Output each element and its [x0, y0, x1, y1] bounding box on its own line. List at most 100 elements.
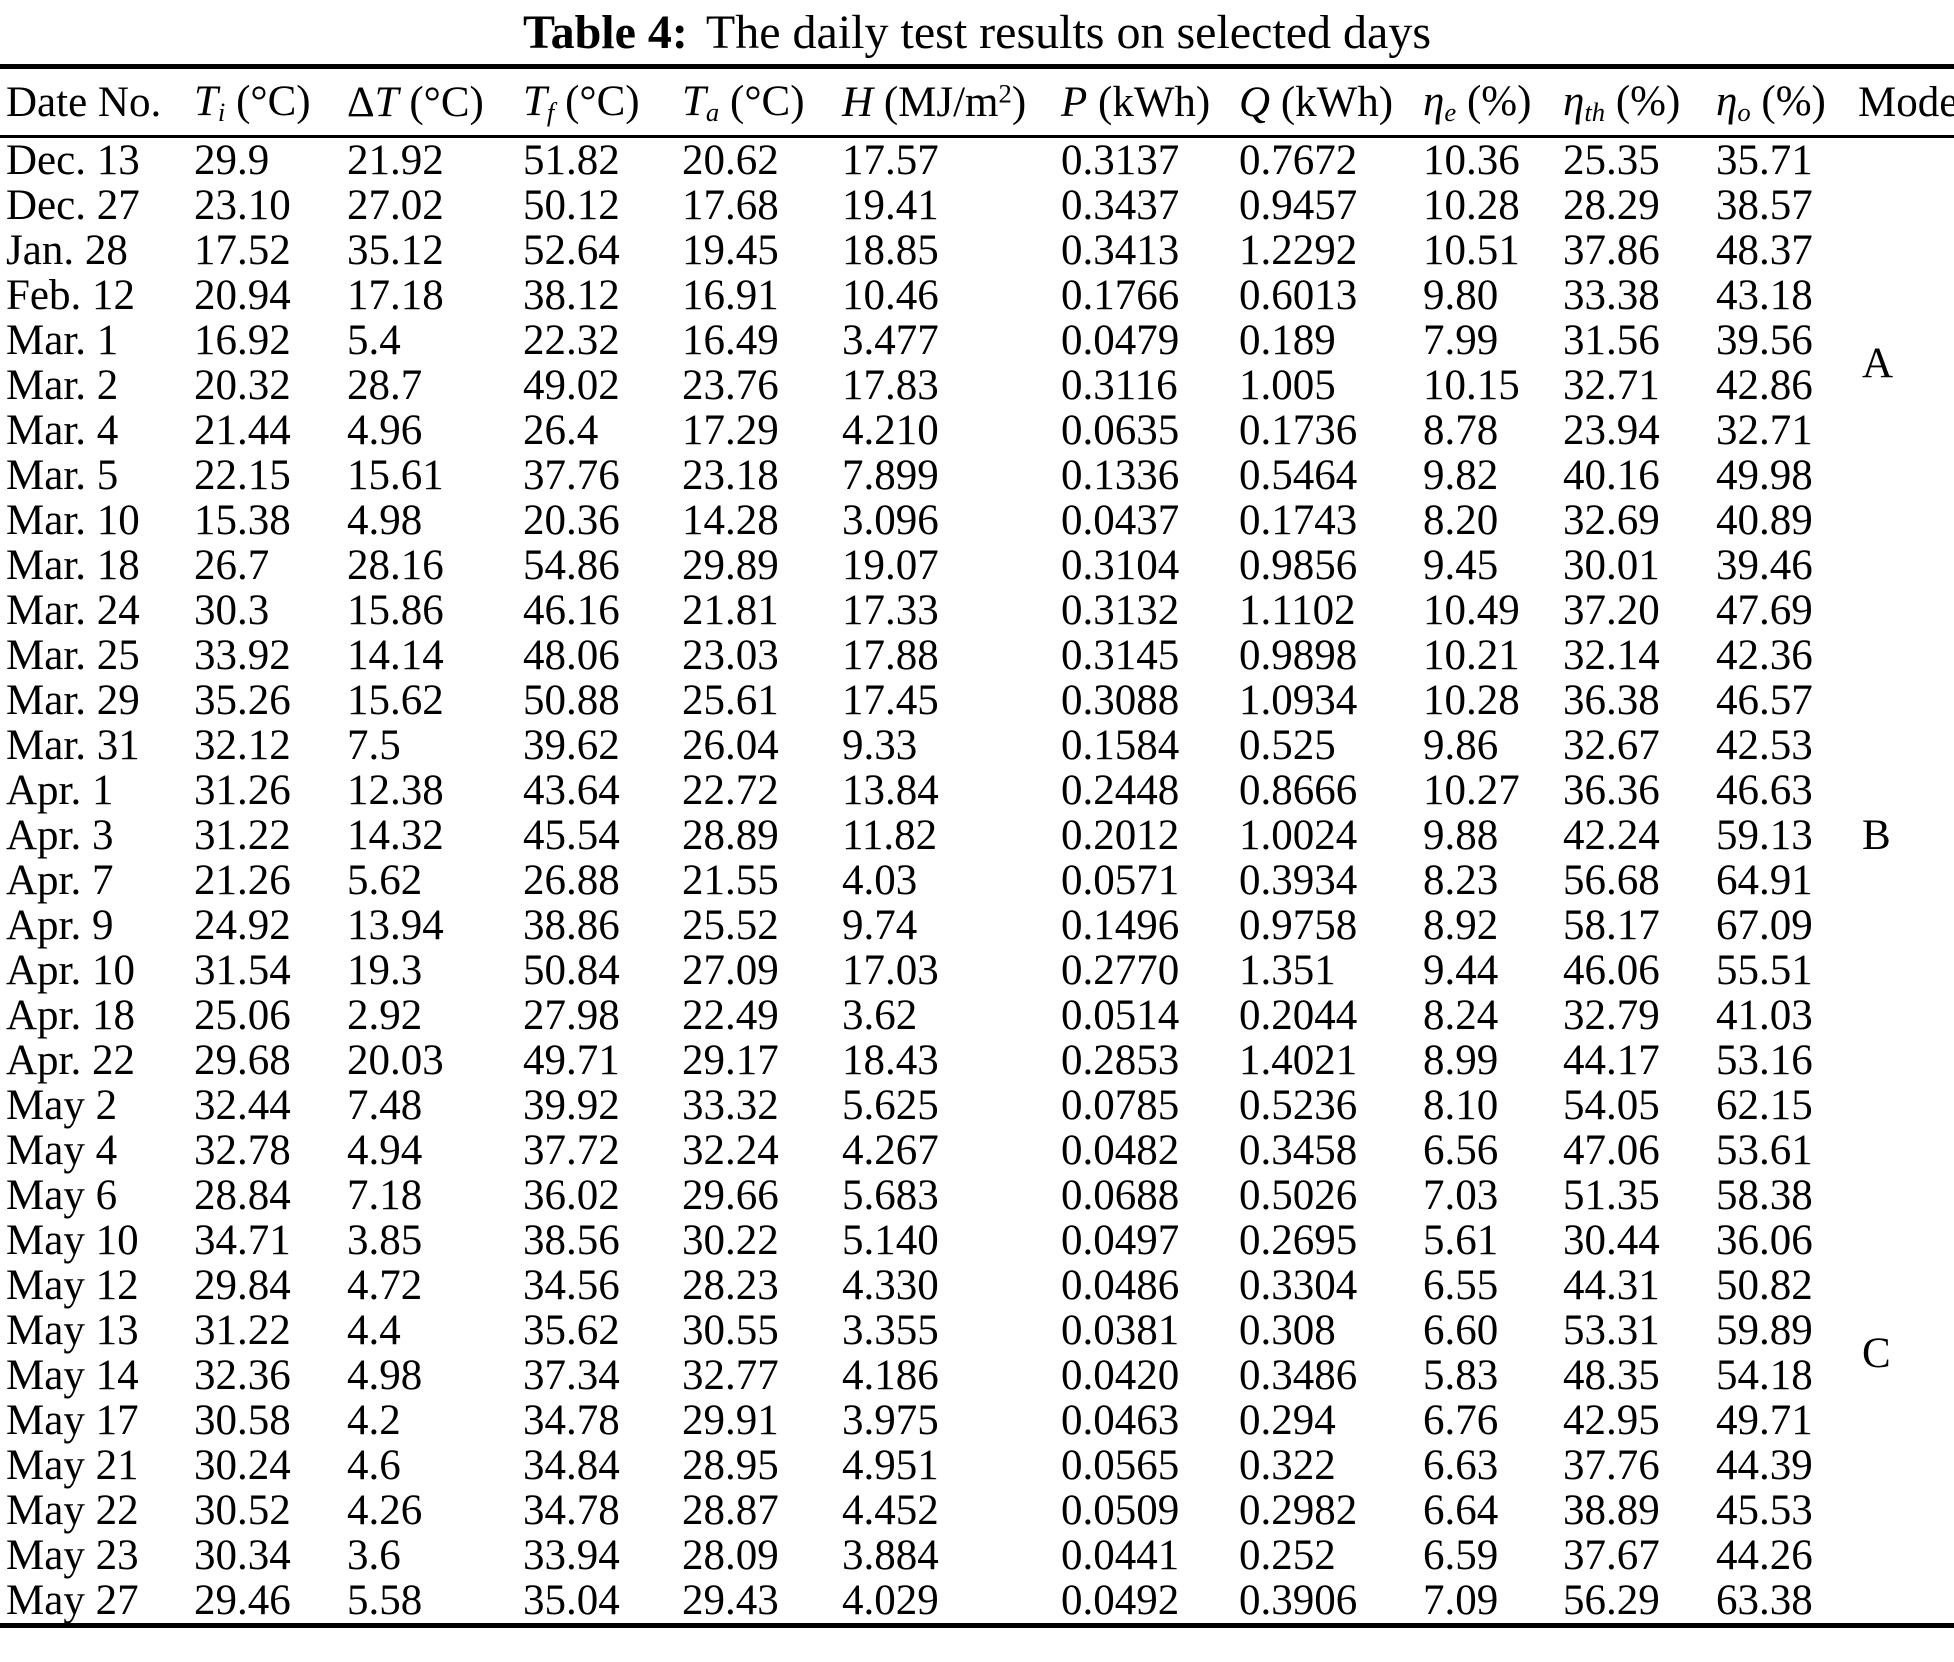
cell-h: 9.33 [842, 722, 918, 769]
cell-dt: 19.3 [347, 947, 423, 994]
cell-date: May 21 [6, 1442, 139, 1489]
cell-eta-o: 64.91 [1716, 857, 1813, 904]
cell-p: 0.1496 [1061, 902, 1180, 949]
cell-eta-th: 37.76 [1563, 1442, 1660, 1489]
cell-ti: 33.92 [194, 632, 291, 679]
cell-h: 17.03 [842, 947, 939, 994]
cell-date: May 27 [6, 1577, 139, 1624]
cell-q: 0.3934 [1239, 857, 1358, 904]
cell-date: May 22 [6, 1487, 139, 1534]
header-segment: 2 [998, 78, 1012, 109]
table-row: Mar. 5 22.15 15.61 37.76 23.18 7.899 0.1336 0.5… [0, 453, 1954, 498]
cell-date: Feb. 12 [6, 272, 135, 319]
cell-h: 3.477 [842, 317, 939, 364]
header-segment: a [705, 96, 720, 127]
cell-h: 5.625 [842, 1082, 939, 1129]
cell-ta: 28.95 [682, 1442, 779, 1489]
cell-tf: 45.54 [523, 812, 620, 859]
cell-tf: 46.16 [523, 587, 620, 634]
cell-tf: 52.64 [523, 227, 620, 274]
cell-dt: 4.2 [347, 1397, 401, 1444]
header-segment: (kWh) [1087, 78, 1211, 126]
header-segment: th [1584, 96, 1606, 127]
cell-q: 1.0934 [1239, 677, 1358, 724]
cell-h: 4.951 [842, 1442, 939, 1489]
cell-ta: 23.03 [682, 632, 779, 679]
cell-ta: 28.09 [682, 1532, 779, 1579]
cell-eta-th: 42.24 [1563, 812, 1660, 859]
cell-p: 0.3145 [1061, 632, 1180, 679]
cell-q: 0.3906 [1239, 1577, 1358, 1624]
cell-eta-th: 54.05 [1563, 1082, 1660, 1129]
cell-dt: 13.94 [347, 902, 444, 949]
cell-dt: 15.86 [347, 587, 444, 634]
table-row: Apr. 10 31.54 19.3 50.84 27.09 17.03 0.2770 1.3… [0, 948, 1954, 993]
cell-ti: 21.26 [194, 857, 291, 904]
cell-ti: 25.06 [194, 992, 291, 1039]
cell-date: Mar. 18 [6, 542, 140, 589]
cell-q: 0.7672 [1239, 137, 1358, 184]
cell-eta-o: 36.06 [1716, 1217, 1813, 1264]
cell-ti: 31.22 [194, 812, 291, 859]
cell-tf: 39.92 [523, 1082, 620, 1129]
cell-eta-e: 6.55 [1423, 1262, 1499, 1309]
cell-eta-o: 49.98 [1716, 452, 1813, 499]
cell-eta-th: 58.17 [1563, 902, 1660, 949]
cell-p: 0.3104 [1061, 542, 1180, 589]
cell-ta: 22.49 [682, 992, 779, 1039]
cell-ti: 31.26 [194, 767, 291, 814]
cell-q: 1.0024 [1239, 812, 1358, 859]
cell-eta-th: 25.35 [1563, 137, 1660, 184]
cell-tf: 20.36 [523, 497, 620, 544]
table-row: Mar. 1 16.92 5.4 22.32 16.49 3.477 0.0479 0.189… [0, 318, 1954, 363]
table-head: Date No. Ti (°C) ΔT (°C) Tf (°C) Ta (°C) H (M… [0, 66, 1954, 138]
cell-ta: 28.87 [682, 1487, 779, 1534]
cell-eta-e: 9.88 [1423, 812, 1499, 859]
cell-tf: 43.64 [523, 767, 620, 814]
cell-eta-th: 44.17 [1563, 1037, 1660, 1084]
cell-q: 0.6013 [1239, 272, 1358, 319]
cell-eta-th: 53.31 [1563, 1307, 1660, 1354]
cell-eta-e: 10.21 [1423, 632, 1520, 679]
cell-eta-o: 55.51 [1716, 947, 1813, 994]
cell-eta-th: 56.29 [1563, 1577, 1660, 1624]
cell-eta-e: 7.03 [1423, 1172, 1499, 1219]
cell-eta-e: 8.78 [1423, 407, 1499, 454]
cell-date: Mar. 10 [6, 497, 140, 544]
cell-eta-th: 38.89 [1563, 1487, 1660, 1534]
cell-tf: 50.84 [523, 947, 620, 994]
cell-eta-th: 37.86 [1563, 227, 1660, 274]
cell-eta-o: 40.89 [1716, 497, 1813, 544]
cell-ta: 29.89 [682, 542, 779, 589]
cell-eta-e: 8.20 [1423, 497, 1499, 544]
cell-tf: 26.4 [523, 407, 599, 454]
table-row: Mar. 4 21.44 4.96 26.4 17.29 4.210 0.0635 0.173… [0, 408, 1954, 453]
cell-p: 0.1336 [1061, 452, 1180, 499]
cell-dt: 2.92 [347, 992, 423, 1039]
cell-ti: 30.58 [194, 1397, 291, 1444]
cell-ti: 30.3 [194, 587, 270, 634]
col-header-tf: Tf (°C) [517, 66, 676, 138]
cell-eta-e: 6.56 [1423, 1127, 1499, 1174]
cell-ta: 25.61 [682, 677, 779, 724]
table-row: May 23 30.34 3.6 33.94 28.09 3.884 0.0441 0.252… [0, 1533, 1954, 1578]
cell-p: 0.0482 [1061, 1127, 1180, 1174]
cell-ta: 32.24 [682, 1127, 779, 1174]
header-segment: Δ [347, 78, 375, 126]
cell-date: May 2 [6, 1082, 118, 1129]
col-header-mode: Mode [1852, 66, 1954, 138]
table-row: Mar. 10 15.38 4.98 20.36 14.28 3.096 0.0437 0.1… [0, 498, 1954, 543]
cell-eta-e: 9.45 [1423, 542, 1499, 589]
cell-eta-th: 32.14 [1563, 632, 1660, 679]
cell-tf: 49.71 [523, 1037, 620, 1084]
cell-date: Mar. 2 [6, 362, 119, 409]
cell-tf: 22.32 [523, 317, 620, 364]
cell-eta-o: 42.86 [1716, 362, 1813, 409]
cell-date: May 14 [6, 1352, 139, 1399]
cell-h: 17.88 [842, 632, 939, 679]
table-row: Mar. 25 33.92 14.14 48.06 23.03 17.88 0.3145 0.… [0, 633, 1954, 678]
cell-dt: 4.98 [347, 497, 423, 544]
header-segment: T [682, 77, 706, 125]
col-header-eta-th: ηth (%) [1557, 66, 1710, 138]
cell-date: Apr. 3 [6, 812, 114, 859]
